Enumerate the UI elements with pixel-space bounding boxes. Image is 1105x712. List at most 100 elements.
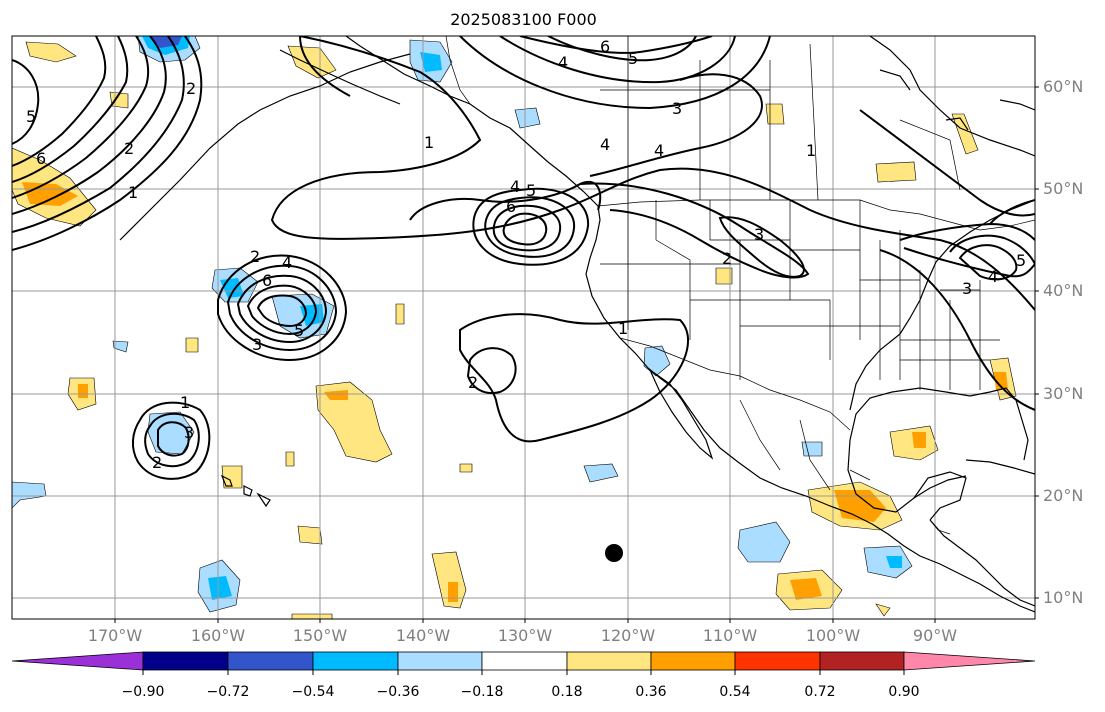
colorbar-low-extension [11, 651, 144, 671]
anomaly-region [185, 337, 199, 353]
contour-label: 3 [672, 99, 682, 118]
lat-label: 60°N [1043, 77, 1084, 96]
anomaly-region [737, 521, 791, 563]
colorbar-tick-label: −0.72 [206, 684, 250, 700]
lon-label: 130°W [497, 626, 553, 645]
colorbar-tick-label: 0.54 [719, 684, 751, 700]
lon-label: 150°W [292, 626, 348, 645]
anomaly-region [395, 303, 405, 325]
anomaly-region [875, 161, 917, 183]
colorbar-high-extension [903, 651, 1036, 671]
colorbar-segment [227, 651, 314, 671]
colorbar [11, 651, 1036, 671]
contour-label: 5 [628, 49, 638, 68]
anomaly-region [459, 463, 473, 473]
anomaly-region [583, 463, 619, 483]
colorbar-tick-label: −0.36 [376, 684, 420, 700]
anomaly-region [112, 340, 129, 353]
colorbar-tick-label: 0.72 [804, 684, 836, 700]
colorbar-segment [819, 651, 905, 671]
contour-label: 4 [988, 267, 998, 286]
contour-label: 1 [128, 183, 138, 202]
colorbar-segment [397, 651, 483, 671]
contour-label: 5 [26, 107, 36, 126]
contour-labels: 6 4 5 3 4 1 5 6 1 2 4 5 6 2 4 6 5 3 1 2 … [26, 37, 1026, 472]
location-marker [605, 544, 623, 562]
lat-ticks [1035, 86, 1039, 599]
contour-label: 4 [654, 141, 664, 160]
anomaly-region [25, 41, 77, 63]
lon-label: 110°W [702, 626, 758, 645]
anomaly-region [715, 267, 733, 285]
colorbar-tick-label: −0.54 [291, 684, 335, 700]
anomaly-region [951, 113, 979, 155]
lat-label: 20°N [1043, 486, 1084, 505]
contour-label: 3 [962, 279, 972, 298]
lon-label: 160°W [190, 626, 246, 645]
contour-label: 6 [506, 197, 516, 216]
anomaly-region [208, 576, 232, 600]
colorbar-segment [734, 651, 821, 671]
colorbar-tick-label: 0.18 [551, 684, 583, 700]
anomaly-region [514, 107, 541, 129]
contour-label: 1 [806, 141, 816, 160]
anomaly-region [287, 45, 337, 79]
anomaly-region [834, 490, 886, 522]
map-title: 2025083100 F000 [450, 10, 597, 29]
colorbar-tick-label: −0.18 [460, 684, 504, 700]
contour-label: 3 [754, 225, 764, 244]
contour-label: 2 [152, 453, 162, 472]
contour-label: 2 [124, 139, 134, 158]
contour-label: 3 [184, 423, 194, 442]
colorbar-ticks [142, 670, 905, 675]
contour-label: 6 [36, 149, 46, 168]
lat-label: 30°N [1043, 384, 1084, 403]
colorbar-segment [481, 651, 568, 671]
contour-label: 3 [252, 335, 262, 354]
contour-label: 4 [558, 53, 568, 72]
contour-label: 5 [526, 181, 536, 200]
anomaly-region [315, 381, 393, 463]
anomaly-region [12, 481, 47, 509]
lon-label: 90°W [912, 626, 958, 645]
contour-label: 2 [722, 249, 732, 268]
colorbar-tick-label: 0.36 [635, 684, 667, 700]
colorbar-segment [566, 651, 652, 671]
contour-label: 1 [424, 133, 434, 152]
anomaly-region [78, 384, 88, 398]
contour-label: 5 [1016, 251, 1026, 270]
contour-label: 2 [250, 247, 260, 266]
lat-label: 10°N [1043, 588, 1084, 607]
contour-lines [12, 36, 1035, 480]
anomaly-region [448, 582, 458, 602]
contour-label: 5 [294, 321, 304, 340]
anomaly-region [297, 525, 323, 545]
lat-label: 40°N [1043, 281, 1084, 300]
contour-label: 2 [186, 79, 196, 98]
anomaly-region [291, 613, 333, 619]
contour-label: 4 [600, 135, 610, 154]
lon-label: 120°W [600, 626, 656, 645]
lon-label: 100°W [805, 626, 861, 645]
anomaly-region [324, 390, 348, 400]
contour-label: 2 [468, 373, 478, 392]
colorbar-tick-label: 0.90 [888, 684, 920, 700]
anomaly-region [801, 441, 823, 457]
lon-ticks [114, 619, 936, 623]
colorbar-tick-label: −0.90 [121, 684, 165, 700]
contour-label: 4 [510, 177, 520, 196]
anomaly-region [994, 372, 1008, 390]
anomaly-region [790, 578, 822, 600]
contour-label: 1 [180, 393, 190, 412]
anomaly-region [912, 432, 926, 448]
lon-label: 140°W [395, 626, 451, 645]
contour-label: 6 [600, 37, 610, 56]
anomaly-region [875, 603, 891, 617]
colorbar-segment [650, 651, 736, 671]
colorbar-segment [142, 651, 229, 671]
map-frame [11, 35, 1036, 620]
anomaly-region [285, 451, 295, 467]
contour-label: 1 [618, 319, 628, 338]
coastlines [119, 36, 1035, 613]
